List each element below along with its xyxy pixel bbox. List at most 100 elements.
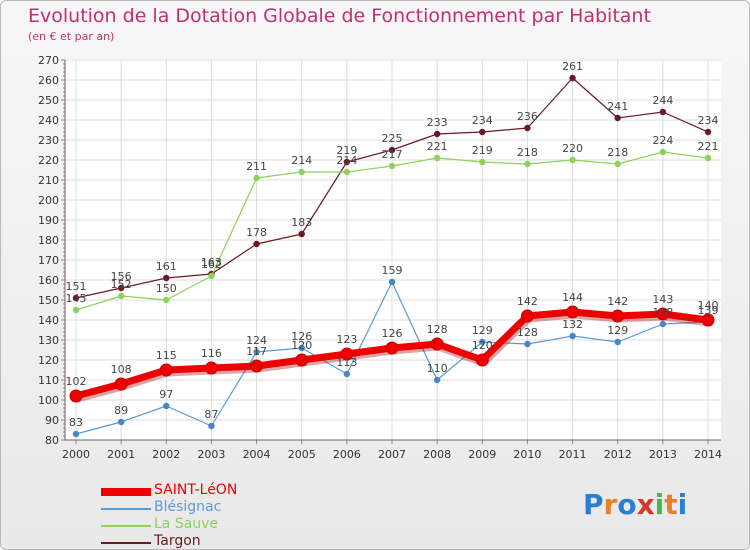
data-label-targon: 233 bbox=[427, 116, 448, 129]
y-minor-tick bbox=[63, 259, 65, 261]
data-point-saint-l-on bbox=[159, 363, 173, 377]
data-label-targon: 161 bbox=[156, 260, 177, 273]
y-minor-tick bbox=[63, 207, 65, 209]
y-minor-tick bbox=[63, 231, 65, 233]
y-minor-tick bbox=[63, 375, 65, 377]
y-minor-tick bbox=[63, 327, 65, 329]
y-minor-tick bbox=[63, 87, 65, 89]
y-minor-tick bbox=[63, 135, 65, 137]
y-minor-tick bbox=[63, 191, 65, 193]
y-minor-tick bbox=[63, 63, 65, 65]
legend-swatch bbox=[101, 488, 151, 496]
chart-title: Evolution de la Dotation Globale de Fonc… bbox=[28, 5, 651, 27]
y-minor-tick bbox=[63, 99, 65, 101]
data-label-la-sauve: 221 bbox=[427, 140, 448, 153]
data-label-saint-l-on: 117 bbox=[246, 345, 267, 358]
data-label-targon: 178 bbox=[246, 226, 267, 239]
y-minor-tick bbox=[63, 379, 65, 381]
data-label-la-sauve: 218 bbox=[607, 146, 628, 159]
data-label-saint-l-on: 108 bbox=[111, 363, 132, 376]
x-tick-label: 2000 bbox=[62, 448, 90, 461]
data-label-la-sauve: 218 bbox=[517, 146, 538, 159]
y-minor-tick bbox=[63, 435, 65, 437]
y-minor-tick bbox=[63, 95, 65, 97]
data-point-bl-signac bbox=[72, 430, 80, 438]
y-minor-tick bbox=[63, 439, 65, 441]
y-tick-label: 160 bbox=[38, 274, 59, 287]
legend-label: La Sauve bbox=[154, 516, 219, 532]
y-minor-tick bbox=[63, 311, 65, 313]
y-tick-label: 210 bbox=[38, 174, 59, 187]
proxiti-logo: Proxiti bbox=[583, 488, 687, 521]
y-minor-tick bbox=[63, 331, 65, 333]
y-minor-tick bbox=[63, 359, 65, 361]
data-label-targon: 183 bbox=[291, 216, 312, 229]
data-label-la-sauve: 214 bbox=[291, 154, 312, 167]
data-label-la-sauve: 220 bbox=[562, 142, 583, 155]
data-label-targon: 163 bbox=[201, 256, 222, 269]
y-minor-tick bbox=[63, 275, 65, 277]
data-point-la-sauve bbox=[479, 158, 486, 166]
data-point-targon bbox=[479, 128, 486, 136]
x-tick-label: 2005 bbox=[288, 448, 316, 461]
data-point-bl-signac bbox=[253, 348, 260, 356]
data-point-bl-signac bbox=[117, 418, 125, 426]
y-minor-tick bbox=[63, 271, 65, 273]
y-minor-tick bbox=[63, 307, 65, 309]
data-point-bl-signac bbox=[569, 332, 576, 340]
y-minor-tick bbox=[63, 247, 65, 249]
data-label-bl-signac: 124 bbox=[246, 334, 267, 347]
data-label-la-sauve: 221 bbox=[698, 140, 719, 153]
y-tick-label: 190 bbox=[38, 214, 59, 227]
x-tick-label: 2006 bbox=[333, 448, 361, 461]
y-tick-label: 170 bbox=[38, 254, 59, 267]
y-minor-tick bbox=[63, 363, 65, 365]
y-minor-tick bbox=[63, 255, 65, 257]
y-minor-tick bbox=[63, 279, 65, 281]
x-tick-label: 2009 bbox=[468, 448, 496, 461]
data-label-bl-signac: 138 bbox=[652, 306, 673, 319]
data-point-targon bbox=[298, 230, 305, 238]
x-tick-label: 2012 bbox=[604, 448, 632, 461]
y-minor-tick bbox=[63, 131, 65, 133]
y-minor-tick bbox=[63, 123, 65, 125]
x-tick-label: 2003 bbox=[197, 448, 225, 461]
y-tick-label: 110 bbox=[38, 374, 59, 387]
x-tick-label: 2007 bbox=[378, 448, 406, 461]
y-minor-tick bbox=[63, 295, 65, 297]
data-point-bl-signac bbox=[298, 344, 305, 352]
data-label-targon: 234 bbox=[472, 114, 493, 127]
legend-label: Targon bbox=[154, 533, 201, 549]
data-label-saint-l-on: 120 bbox=[472, 339, 493, 352]
data-point-bl-signac bbox=[524, 340, 531, 348]
y-minor-tick bbox=[63, 431, 65, 433]
legend-swatch bbox=[101, 542, 151, 544]
y-minor-tick bbox=[63, 267, 65, 269]
data-point-saint-l-on bbox=[430, 337, 444, 351]
data-point-targon bbox=[569, 74, 576, 82]
data-point-bl-signac bbox=[388, 278, 396, 286]
y-minor-tick bbox=[63, 107, 65, 109]
data-point-saint-l-on bbox=[520, 309, 534, 323]
y-minor-tick bbox=[63, 195, 65, 197]
data-point-saint-l-on bbox=[656, 307, 670, 321]
data-label-bl-signac: 126 bbox=[291, 330, 312, 343]
y-minor-tick bbox=[63, 423, 65, 425]
y-minor-tick bbox=[63, 339, 65, 341]
data-label-la-sauve: 224 bbox=[652, 134, 673, 147]
data-point-targon bbox=[704, 128, 712, 136]
data-label-bl-signac: 132 bbox=[562, 318, 583, 331]
y-tick-label: 150 bbox=[38, 294, 59, 307]
y-tick-label: 100 bbox=[38, 394, 59, 407]
y-minor-tick bbox=[63, 111, 65, 113]
y-minor-tick bbox=[63, 387, 65, 389]
x-tick-label: 2013 bbox=[649, 448, 677, 461]
y-minor-tick bbox=[63, 235, 65, 237]
legend-swatch bbox=[101, 525, 151, 527]
y-minor-tick bbox=[63, 223, 65, 225]
data-point-la-sauve bbox=[433, 154, 441, 162]
data-label-bl-signac: 83 bbox=[69, 416, 83, 429]
y-minor-tick bbox=[63, 155, 65, 157]
data-label-bl-signac: 87 bbox=[204, 408, 218, 421]
